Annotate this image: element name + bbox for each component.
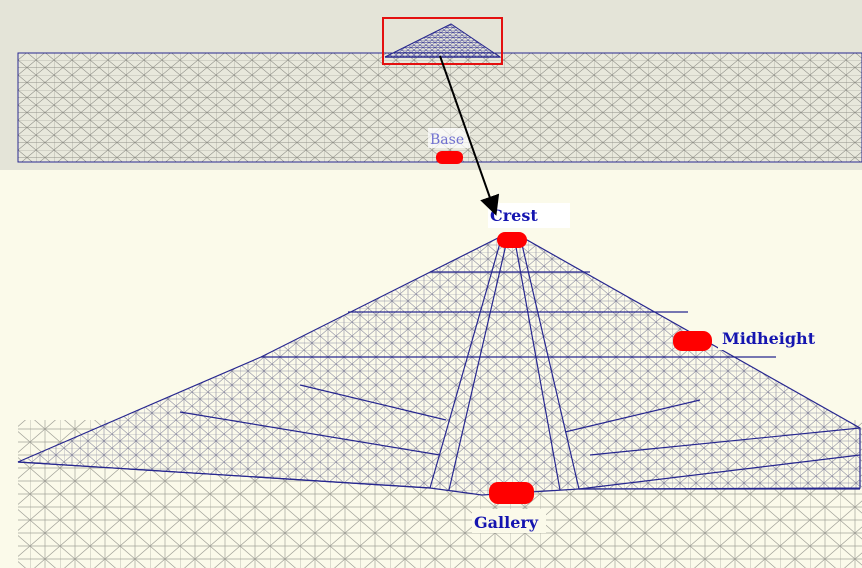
base-sensor (436, 151, 463, 164)
zoom-panel: Crest Midheight Gallery (0, 170, 862, 568)
dam-zone-lines (17, 235, 861, 496)
gallery-label: Gallery (474, 513, 539, 532)
midheight-sensor (673, 331, 712, 351)
base-label: Base (430, 132, 464, 148)
overview-panel: Base (0, 0, 862, 170)
gallery-sensor (489, 482, 534, 504)
crest-label: Crest (490, 206, 538, 225)
zoom-arrow (439, 55, 500, 216)
midheight-label: Midheight (722, 329, 816, 348)
crest-sensor (497, 232, 527, 248)
